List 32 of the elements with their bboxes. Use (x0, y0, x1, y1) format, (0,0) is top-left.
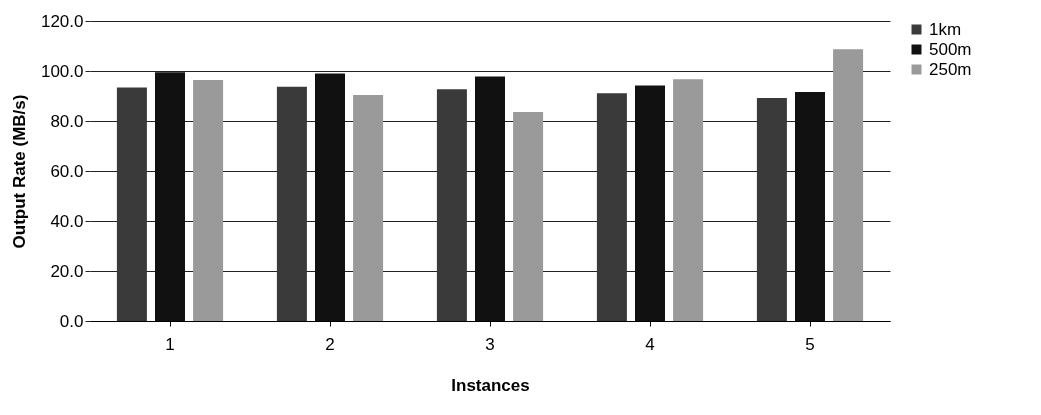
y-tick-label: 60.0 (50, 161, 84, 181)
bar (635, 85, 665, 321)
bar (116, 87, 147, 321)
y-axis-title: Output Rate (MB/s) (9, 94, 29, 249)
bar (596, 93, 627, 321)
y-tick-label: 20.0 (50, 261, 84, 281)
bar (353, 95, 384, 321)
y-tick-label: 100.0 (40, 61, 84, 81)
x-tick-label: 3 (485, 334, 495, 354)
bar (513, 112, 544, 321)
bar (475, 76, 505, 321)
legend-label: 250m (929, 59, 972, 79)
x-axis-title: Instances (451, 375, 530, 395)
bar (155, 72, 185, 321)
y-tick-label: 0.0 (59, 311, 84, 331)
bar (315, 73, 345, 321)
x-tick-label: 4 (645, 334, 655, 354)
y-tick-label: 80.0 (50, 111, 84, 131)
x-tick-label: 5 (805, 334, 815, 354)
y-tick-label: 120.0 (40, 11, 84, 31)
legend-label: 1km (929, 19, 962, 39)
bar (276, 86, 307, 321)
y-tick-label: 40.0 (50, 211, 84, 231)
bar (756, 98, 787, 321)
bar (795, 92, 825, 321)
bar (193, 80, 224, 321)
x-tick-label: 1 (165, 334, 175, 354)
bar (833, 49, 864, 321)
bar (436, 89, 467, 321)
x-tick-label: 2 (325, 334, 335, 354)
bar (673, 79, 704, 321)
legend-label: 500m (929, 39, 972, 59)
